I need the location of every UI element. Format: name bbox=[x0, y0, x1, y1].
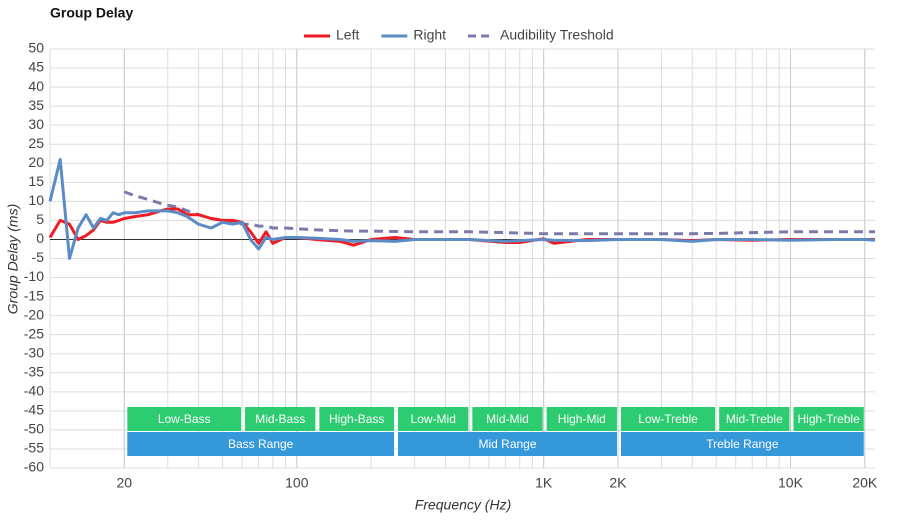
y-tick-label: -15 bbox=[24, 287, 44, 303]
y-tick-label: 15 bbox=[28, 173, 44, 189]
y-tick-label: 30 bbox=[28, 116, 44, 132]
y-tick-label: -55 bbox=[24, 440, 44, 456]
range-band bbox=[472, 407, 543, 431]
y-tick-label: 0 bbox=[36, 230, 44, 246]
range-label: Mid-Bass bbox=[255, 412, 305, 426]
y-tick-label: -30 bbox=[24, 344, 44, 360]
y-tick-label: -40 bbox=[24, 383, 44, 399]
legend-label: Right bbox=[413, 27, 446, 43]
range-label: High-Treble bbox=[798, 412, 861, 426]
x-tick-label: 20K bbox=[852, 475, 878, 491]
y-tick-label: -50 bbox=[24, 421, 44, 437]
range-label: Low-Bass bbox=[158, 412, 211, 426]
range-label: Low-Mid bbox=[411, 412, 456, 426]
y-tick-label: -10 bbox=[24, 268, 44, 284]
y-tick-label: 10 bbox=[28, 192, 44, 208]
x-tick-label: 2K bbox=[609, 475, 627, 491]
y-tick-label: 20 bbox=[28, 154, 44, 170]
x-tick-label: 20 bbox=[117, 475, 133, 491]
y-tick-label: 40 bbox=[28, 78, 44, 94]
x-axis-label: Frequency (Hz) bbox=[415, 497, 511, 513]
range-label: High-Bass bbox=[329, 412, 384, 426]
legend-label: Left bbox=[336, 27, 359, 43]
y-tick-label: -25 bbox=[24, 325, 44, 341]
range-band bbox=[245, 407, 316, 431]
range-band bbox=[546, 407, 617, 431]
range-band bbox=[127, 407, 242, 431]
range-band bbox=[793, 407, 864, 431]
range-band bbox=[719, 407, 790, 431]
range-label: Mid-Treble bbox=[726, 412, 783, 426]
range-label: Treble Range bbox=[706, 437, 779, 451]
range-band bbox=[127, 432, 395, 456]
y-tick-label: -5 bbox=[32, 249, 45, 265]
range-label: High-Mid bbox=[558, 412, 606, 426]
range-band bbox=[398, 407, 469, 431]
range-band bbox=[319, 407, 395, 431]
y-tick-label: -20 bbox=[24, 306, 44, 322]
series-line bbox=[48, 158, 876, 260]
x-tick-label: 1K bbox=[535, 475, 553, 491]
range-band bbox=[620, 432, 864, 456]
y-tick-label: 50 bbox=[28, 40, 44, 56]
range-label: Mid Range bbox=[478, 437, 536, 451]
legend-label: Audibility Treshold bbox=[500, 27, 614, 43]
y-axis-label: Group Delay (ms) bbox=[5, 204, 21, 314]
y-tick-label: -35 bbox=[24, 363, 44, 379]
range-label: Bass Range bbox=[228, 437, 294, 451]
y-tick-label: -60 bbox=[24, 459, 44, 475]
x-tick-label: 10K bbox=[778, 475, 804, 491]
x-tick-label: 100 bbox=[285, 475, 309, 491]
y-tick-label: -45 bbox=[24, 402, 44, 418]
range-band bbox=[620, 407, 716, 431]
y-tick-label: 45 bbox=[28, 59, 44, 75]
y-tick-label: 25 bbox=[28, 135, 44, 151]
y-tick-label: 35 bbox=[28, 97, 44, 113]
range-label: Mid-Mid bbox=[486, 412, 529, 426]
series-line bbox=[123, 190, 875, 236]
range-label: Low-Treble bbox=[638, 412, 698, 426]
chart-title: Group Delay bbox=[50, 5, 133, 21]
y-tick-label: 5 bbox=[36, 211, 44, 227]
range-band bbox=[398, 432, 617, 456]
